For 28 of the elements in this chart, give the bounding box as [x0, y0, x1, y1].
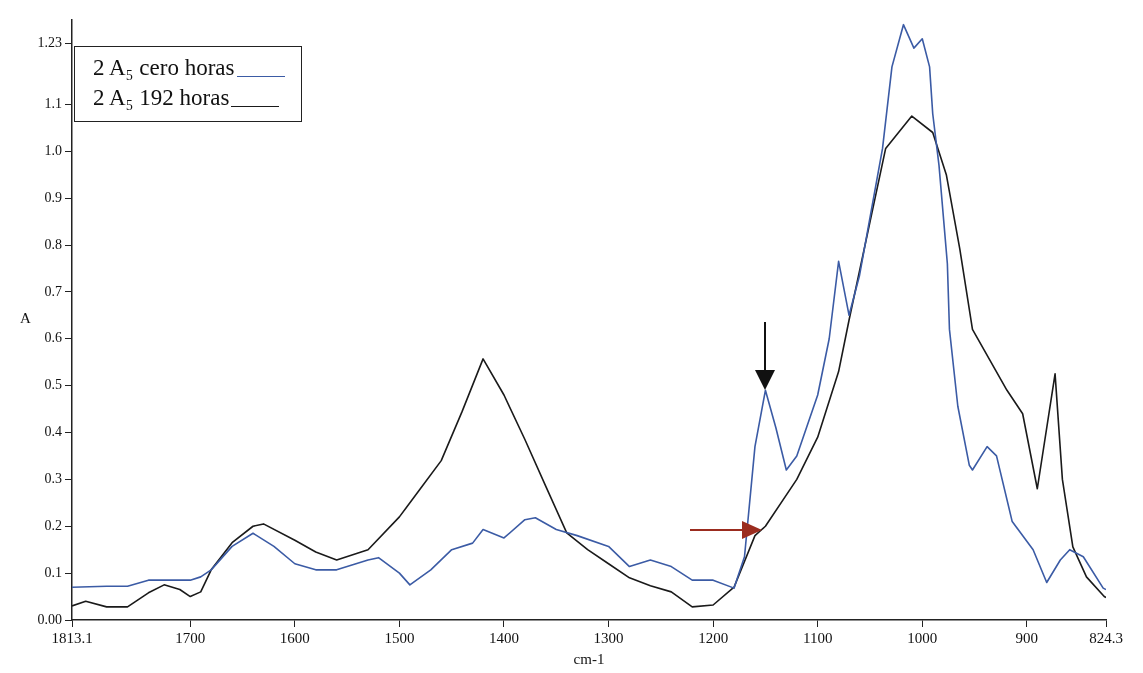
y-tick-label: 0.00 — [37, 611, 62, 627]
x-axis-title: cm-1 — [573, 650, 605, 667]
y-tick-label: 0.3 — [44, 471, 62, 487]
x-tick-label: 1100 — [802, 629, 833, 646]
x-tick-label: 1600 — [279, 629, 310, 646]
y-tick-label: 0.2 — [44, 517, 62, 533]
y-tick-label: 0.1 — [44, 564, 62, 580]
x-tick-label: 900 — [1015, 629, 1039, 646]
legend-label: 2 A₅ cero horas — [93, 54, 235, 82]
x-tick-label: 1400 — [488, 629, 519, 646]
y-axis-title: A — [20, 310, 31, 327]
x-tick-label: 1813.1 — [51, 629, 93, 646]
y-tick-label: 1.1 — [44, 96, 62, 112]
x-tick-label: 1700 — [175, 629, 206, 646]
y-tick-label: 0.5 — [44, 377, 62, 393]
y-tick-label: 0.7 — [44, 283, 62, 299]
x-tick-label: 1000 — [907, 629, 938, 646]
y-tick-label: 1.23 — [37, 35, 62, 51]
x-tick-label: 1300 — [593, 629, 624, 646]
legend-label: 2 A₅ 192 horas — [93, 84, 230, 112]
y-tick-label: 0.8 — [44, 236, 62, 252]
y-tick-label: 1.0 — [44, 142, 62, 158]
y-tick-label: 0.6 — [44, 330, 62, 346]
y-tick-label: 0.4 — [44, 424, 62, 440]
x-tick-label: 1200 — [698, 629, 729, 646]
x-tick-label: 1500 — [384, 629, 415, 646]
x-tick-label: 824.3 — [1089, 629, 1123, 646]
y-tick-label: 0.9 — [44, 189, 62, 205]
